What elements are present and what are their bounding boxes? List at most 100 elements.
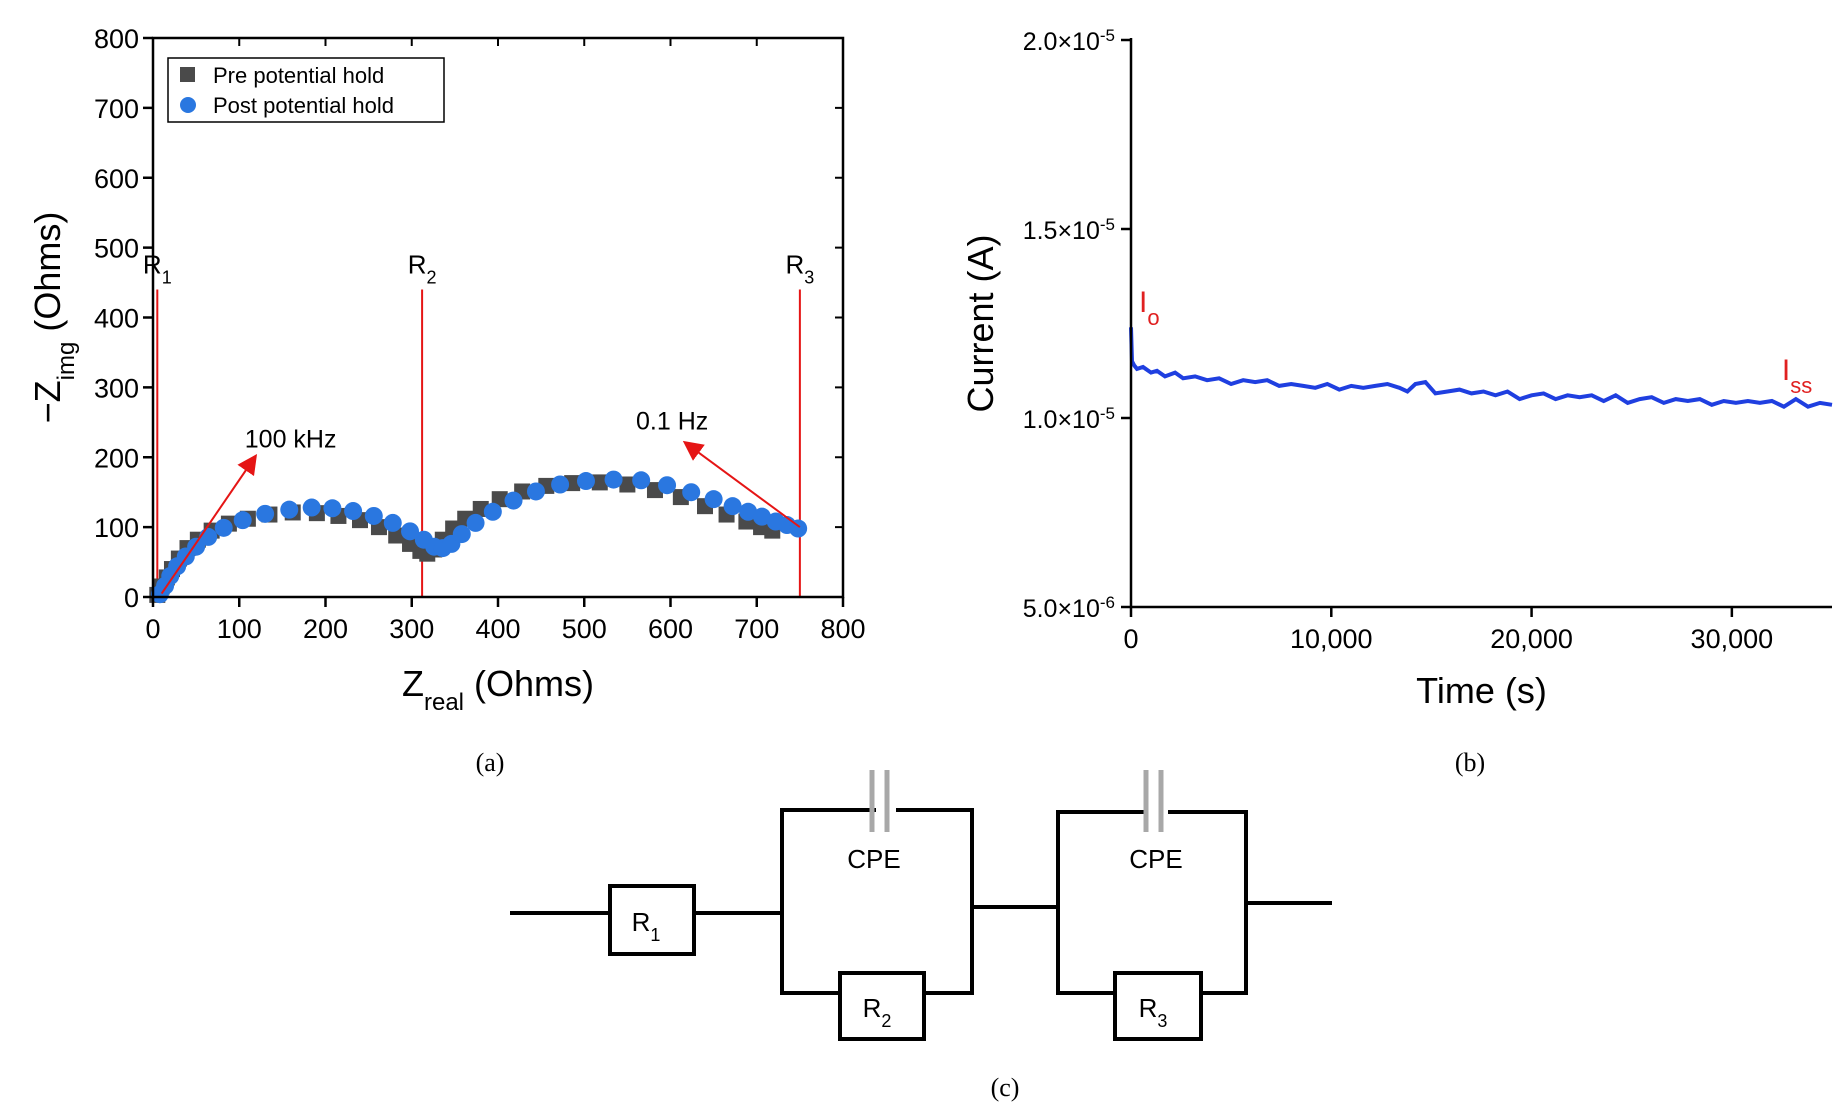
data-point-post <box>256 504 275 523</box>
data-point-post <box>526 482 545 501</box>
y-tick-label: 800 <box>94 24 139 54</box>
plot-b-axes <box>1129 38 1832 609</box>
data-point-post <box>383 513 402 532</box>
y-tick-label: 2.0×10-5 <box>1023 26 1115 57</box>
data-point-post <box>632 471 651 490</box>
data-point-post <box>723 497 742 516</box>
x-tick-label: 300 <box>389 614 434 644</box>
x-tick-label: 400 <box>475 614 520 644</box>
resistor-r1 <box>608 884 696 956</box>
reference-label-r3: R3 <box>785 250 814 288</box>
resistor-r2 <box>838 971 926 1041</box>
data-point-post <box>199 527 218 546</box>
y-tick-label: 500 <box>94 234 139 264</box>
data-point-post <box>483 502 502 521</box>
y-axis-ticks: 0 100 200 300 400 500 600 700 800 <box>94 24 843 613</box>
y-axis-label: Current (A) <box>960 234 1001 412</box>
data-point-post <box>604 470 623 489</box>
data-point-post <box>466 513 485 532</box>
y-tick-label: 600 <box>94 164 139 194</box>
x-tick-label: 10,000 <box>1290 624 1373 654</box>
current-annotations: Io Iss <box>1139 286 1812 398</box>
cpe-symbol-1 <box>869 770 890 832</box>
x-tick-label: 0 <box>1123 624 1138 654</box>
data-point-post <box>752 507 771 526</box>
y-tick-label: 5.0×10-6 <box>1023 593 1115 624</box>
x-tick-label: 100 <box>217 614 262 644</box>
data-point-post <box>739 502 758 521</box>
data-point-post <box>323 499 342 518</box>
panel-c-equivalent-circuit: CPE CPE R1 R2 R3 (c) <box>510 770 1332 1102</box>
legend-label-post: Post potential hold <box>213 93 394 118</box>
data-point-post <box>789 519 808 538</box>
y-tick-label: 700 <box>94 94 139 124</box>
data-point-post <box>658 476 677 495</box>
y-tick-label: 1.5×10-5 <box>1023 215 1115 246</box>
reference-label-r1: R1 <box>143 250 172 288</box>
x-tick-label: 600 <box>648 614 693 644</box>
data-point-post <box>214 518 233 537</box>
data-point-post <box>344 502 363 521</box>
data-point-post <box>704 490 723 509</box>
cpe-symbol-2 <box>1143 770 1164 832</box>
x-tick-label: 30,000 <box>1691 624 1774 654</box>
x-axis-ticks: 0 10,000 20,000 30,000 <box>1123 607 1773 654</box>
legend-marker-square <box>180 67 195 82</box>
x-tick-label: 200 <box>303 614 348 644</box>
x-axis-ticks: 0 100 200 300 400 500 600 700 800 <box>145 38 866 644</box>
data-point-pre <box>591 474 608 491</box>
x-tick-label: 20,000 <box>1490 624 1573 654</box>
reference-label-r2: R2 <box>408 250 437 288</box>
resistor-label-r3: R3 <box>1139 993 1168 1031</box>
circuit-wires <box>510 808 1332 995</box>
annotation-arrow <box>682 440 801 528</box>
annotation-label: 0.1 Hz <box>636 407 708 435</box>
y-tick-label: 1.0×10-5 <box>1023 404 1115 435</box>
series-post-potential-hold <box>150 470 808 604</box>
reference-lines: R1 R2 R3 <box>143 250 814 597</box>
current-annotation-io: Io <box>1139 286 1160 330</box>
data-point-post <box>504 491 523 510</box>
data-point-post <box>364 506 383 525</box>
current-series-line <box>1129 327 1833 409</box>
y-tick-label: 100 <box>94 513 139 543</box>
x-tick-label: 800 <box>820 614 865 644</box>
y-tick-label: 200 <box>94 443 139 473</box>
x-tick-label: 700 <box>734 614 779 644</box>
y-axis-ticks: 5.0×10-6 1.0×10-5 1.5×10-5 2.0×10-5 <box>1023 26 1131 624</box>
panel-a-nyquist-plot: R1 R2 R3 100 kHz 0.1 Hz 0 100 200 300 400 500 600… <box>27 24 866 777</box>
data-point-post <box>551 475 570 494</box>
caption-c: (c) <box>991 1073 1020 1102</box>
caption-a: (a) <box>476 748 505 777</box>
cpe-label-2: CPE <box>1129 844 1182 874</box>
data-point-post <box>452 525 471 544</box>
y-axis-label: −Zimg (Ohms) <box>27 212 80 424</box>
annotation-arrow <box>160 453 258 595</box>
legend: Pre potential hold Post potential hold <box>167 57 445 123</box>
current-annotation-iss: Iss <box>1782 354 1812 398</box>
legend-marker-circle <box>180 97 196 113</box>
y-tick-label: 300 <box>94 373 139 403</box>
resistor-label-r2: R2 <box>863 993 892 1031</box>
x-tick-label: 0 <box>145 614 160 644</box>
y-tick-label: 0 <box>124 583 139 613</box>
data-point-post <box>401 522 420 541</box>
caption-b: (b) <box>1455 748 1485 777</box>
x-tick-label: 500 <box>562 614 607 644</box>
legend-label-pre: Pre potential hold <box>213 63 384 88</box>
data-point-post <box>280 500 299 519</box>
data-point-post <box>576 472 595 491</box>
x-axis-label: Time (s) <box>1416 670 1547 711</box>
resistor-r3 <box>1113 971 1203 1041</box>
cpe-label-1: CPE <box>847 844 900 874</box>
y-tick-label: 400 <box>94 304 139 334</box>
data-point-post <box>233 511 252 530</box>
data-point-pre <box>619 476 636 493</box>
frequency-annotations: 100 kHz 0.1 Hz <box>160 407 801 595</box>
panel-b-current-plot: Io Iss 0 10,000 20,000 30,000 5.0×10-6 1.0×10… <box>960 26 1833 777</box>
data-point-post <box>682 483 701 502</box>
annotation-label: 100 kHz <box>245 425 337 453</box>
data-point-pre <box>491 491 508 508</box>
x-axis-label: Zreal (Ohms) <box>402 663 594 716</box>
